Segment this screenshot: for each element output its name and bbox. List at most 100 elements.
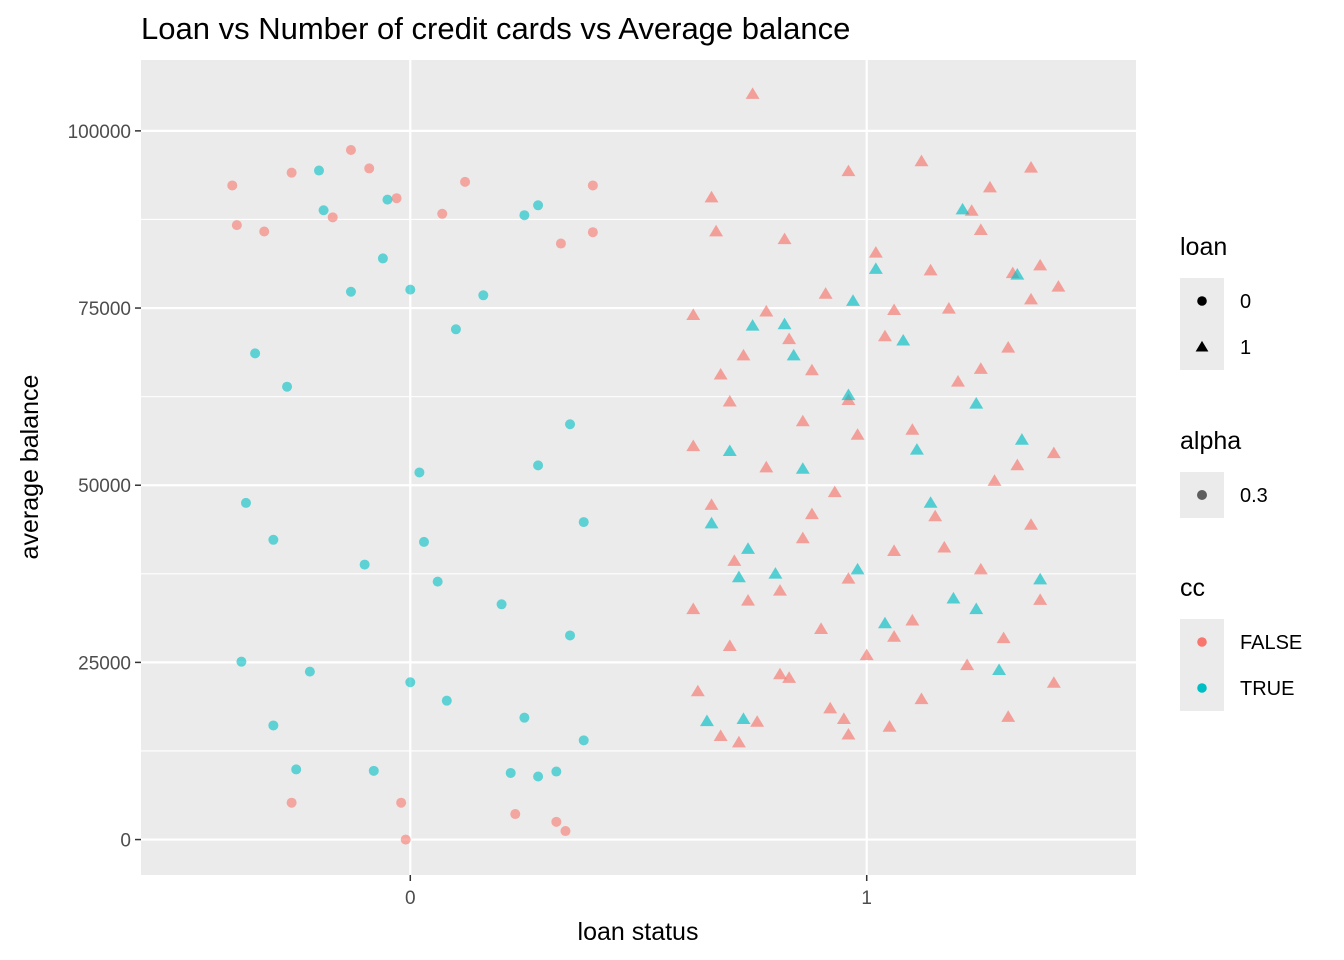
data-point	[400, 834, 411, 845]
legend-symbol	[1197, 683, 1207, 693]
legend-alpha: alpha 0.3	[1180, 427, 1268, 518]
data-point	[795, 462, 810, 474]
data-point	[996, 631, 1011, 644]
data-point	[850, 428, 865, 440]
data-point	[727, 554, 742, 566]
data-point	[314, 165, 325, 176]
data-point	[364, 163, 375, 174]
data-point	[969, 602, 984, 615]
data-point	[282, 381, 293, 392]
data-point	[327, 212, 338, 223]
data-point	[533, 771, 544, 782]
data-point	[704, 498, 719, 510]
legend-symbol	[1197, 637, 1207, 647]
data-point	[782, 332, 797, 345]
data-point	[1033, 572, 1048, 585]
data-point	[909, 443, 924, 455]
data-point	[850, 562, 865, 575]
data-point	[887, 630, 902, 642]
data-point	[745, 319, 760, 331]
data-point	[690, 684, 705, 697]
data-point	[887, 544, 902, 556]
data-point	[286, 797, 297, 808]
legend-label: 0.3	[1240, 485, 1268, 507]
data-point	[836, 712, 851, 724]
data-point	[777, 232, 792, 245]
data-point	[709, 224, 724, 237]
legend-label: FALSE	[1240, 632, 1302, 654]
data-point	[777, 317, 792, 330]
data-point	[551, 816, 562, 827]
data-point	[969, 397, 984, 409]
legend-cc: cc FALSE TRUE	[1180, 574, 1302, 711]
data-point	[736, 712, 751, 724]
data-point	[496, 599, 507, 610]
data-point	[519, 210, 530, 221]
data-point	[773, 584, 787, 596]
data-point	[878, 329, 892, 342]
data-point	[1046, 446, 1061, 459]
data-point	[1024, 518, 1038, 530]
major-gridlines	[141, 60, 1136, 875]
data-point	[914, 154, 929, 167]
data-point	[814, 622, 829, 634]
data-point	[827, 485, 842, 498]
data-point	[914, 692, 929, 705]
y-tick-label: 25000	[78, 653, 131, 674]
data-point	[841, 572, 856, 584]
data-point	[973, 562, 988, 575]
y-tick-label: 50000	[78, 476, 131, 497]
y-tick-label: 100000	[68, 122, 131, 143]
data-point	[841, 388, 856, 401]
data-point	[923, 496, 938, 508]
data-point	[478, 290, 489, 301]
data-point	[391, 193, 402, 204]
data-point	[896, 333, 911, 346]
data-point	[722, 444, 737, 457]
data-point	[240, 497, 251, 508]
data-point	[782, 671, 797, 683]
data-point	[505, 767, 516, 778]
data-point	[941, 302, 956, 314]
data-point	[786, 348, 801, 361]
data-point	[700, 714, 714, 727]
legend-label: TRUE	[1240, 678, 1294, 700]
data-point	[460, 176, 471, 187]
legend-title: loan	[1180, 233, 1227, 261]
plot-panel	[141, 60, 1136, 875]
y-tick-label: 75000	[78, 299, 131, 320]
y-axis-title: average balance	[16, 375, 44, 560]
data-point	[519, 712, 530, 723]
data-point	[686, 602, 701, 615]
chart-title: Loan vs Number of credit cards vs Averag…	[141, 11, 850, 46]
data-point	[713, 729, 728, 741]
data-point	[960, 658, 975, 671]
data-point	[992, 663, 1007, 676]
data-point	[1033, 593, 1048, 605]
data-point	[795, 531, 810, 544]
data-point	[759, 460, 774, 473]
data-point	[759, 304, 774, 317]
data-point	[555, 238, 566, 249]
data-point	[1051, 280, 1066, 292]
data-point	[887, 303, 902, 316]
data-point	[905, 613, 920, 626]
data-point	[982, 180, 997, 193]
data-point	[359, 559, 370, 570]
data-point	[368, 765, 379, 776]
data-point	[1001, 710, 1016, 722]
data-point	[1024, 292, 1038, 305]
legend-loan: loan 0 1	[1180, 233, 1251, 370]
legend-title: cc	[1180, 574, 1205, 602]
data-point	[565, 419, 576, 430]
data-point	[804, 507, 819, 520]
legend-symbol	[1197, 490, 1207, 500]
data-points	[227, 87, 1066, 845]
y-axis: 0 25000 50000 75000 100000	[68, 122, 141, 852]
data-point	[713, 367, 728, 380]
data-point	[510, 809, 521, 820]
data-point	[768, 567, 783, 579]
data-point	[304, 666, 315, 677]
data-point	[704, 190, 719, 203]
y-tick-label: 0	[120, 831, 131, 852]
